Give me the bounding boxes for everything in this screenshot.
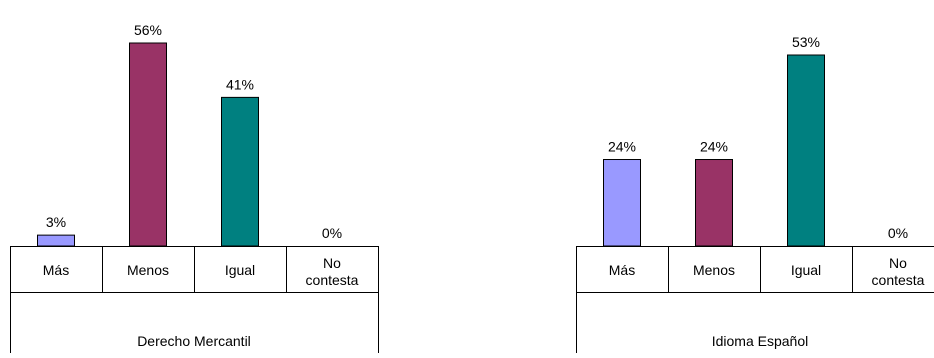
- bar: [37, 234, 75, 247]
- bar: [695, 159, 733, 247]
- data-label: 3%: [46, 214, 66, 230]
- data-label: 41%: [226, 76, 254, 92]
- group-label: Idioma Español: [712, 333, 809, 349]
- data-label: 24%: [700, 139, 728, 155]
- category-label: No: [323, 255, 341, 271]
- category-label: Menos: [693, 262, 735, 278]
- group-label: Derecho Mercantil: [137, 333, 251, 349]
- data-label: 0%: [888, 225, 908, 241]
- data-label: 56%: [134, 22, 162, 38]
- bar: [787, 54, 825, 247]
- category-label: contesta: [872, 272, 925, 288]
- bar: [221, 96, 259, 247]
- data-label: 0%: [322, 225, 342, 241]
- data-label: 24%: [608, 139, 636, 155]
- category-label: No: [889, 255, 907, 271]
- bar: [603, 159, 641, 247]
- category-label: Menos: [127, 262, 169, 278]
- category-label: Igual: [225, 262, 255, 278]
- bar: [129, 42, 167, 247]
- category-label: Más: [43, 262, 69, 278]
- category-label: contesta: [306, 272, 359, 288]
- category-label: Igual: [791, 262, 821, 278]
- category-label: Más: [609, 262, 635, 278]
- data-label: 53%: [792, 34, 820, 50]
